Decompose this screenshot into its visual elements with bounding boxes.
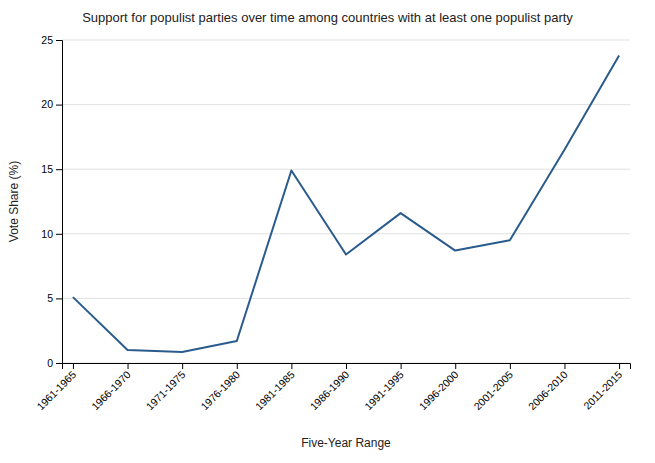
tick: 1981-1985	[253, 363, 297, 412]
tick: 0	[47, 357, 62, 369]
tick-label: 2006-2010	[526, 368, 570, 412]
marks	[73, 56, 619, 353]
tick: 1986-1990	[307, 363, 351, 412]
chart: Support for populist parties over time a…	[0, 0, 655, 463]
tick: 1976-1980	[198, 363, 242, 412]
tick-label: 20	[41, 98, 53, 110]
tick-mark	[510, 363, 511, 369]
tick-label: 1966-1970	[89, 368, 133, 412]
tick: 20	[41, 98, 62, 110]
tick-label: 0	[47, 357, 53, 369]
tick-mark	[182, 363, 183, 369]
grid-line	[62, 298, 630, 299]
tick-mark	[56, 363, 62, 364]
tick: 10	[41, 228, 62, 240]
grid-line	[62, 104, 630, 105]
plot: 1961-19651966-19701971-19751976-19801981…	[7, 34, 631, 450]
tick: 25	[41, 34, 62, 46]
tick-mark	[619, 363, 620, 369]
tick-mark	[56, 105, 62, 106]
tick: 15	[41, 163, 62, 175]
tick-label: 2001-2005	[471, 368, 515, 412]
grid	[62, 40, 630, 363]
tick-label: 2011-2015	[581, 368, 625, 412]
title: Support for populist parties over time a…	[82, 10, 573, 25]
tick-label: 10	[41, 228, 53, 240]
tick: 1991-1995	[362, 363, 406, 412]
tick: 5	[47, 292, 62, 304]
line	[73, 56, 619, 353]
x-axis: 1961-19651966-19701971-19751976-19801981…	[34, 363, 630, 412]
tick-label: 1961-1965	[34, 368, 78, 412]
grid-line	[62, 169, 630, 170]
tick-label: 1991-1995	[362, 368, 406, 412]
x-axis-title: Five-Year Range	[301, 436, 391, 450]
tick-label: 1981-1985	[253, 368, 297, 412]
tick-label: 5	[47, 292, 53, 304]
tick-mark	[564, 363, 565, 369]
tick-mark	[73, 363, 74, 369]
tick-mark	[128, 363, 129, 369]
tick: 2011-2015	[581, 363, 625, 412]
tick-mark	[56, 40, 62, 41]
tick-mark	[56, 298, 62, 299]
tick-mark	[455, 363, 456, 369]
tick-label: 1976-1980	[198, 368, 242, 412]
axis-line	[56, 41, 63, 364]
tick: 2001-2005	[471, 363, 515, 412]
tick-mark	[56, 169, 62, 170]
tick-mark	[291, 363, 292, 369]
tick-mark	[56, 234, 62, 235]
grid-line	[62, 40, 630, 41]
tick-mark	[346, 363, 347, 369]
tick-mark	[401, 363, 402, 369]
tick: 1961-1965	[34, 363, 78, 412]
tick-label: 25	[41, 34, 53, 46]
axis-line	[63, 364, 631, 370]
tick-label: 1986-1990	[307, 368, 351, 412]
tick-label: 1971-1975	[143, 368, 187, 412]
tick: 2006-2010	[526, 363, 570, 412]
tick-label: 1996-2000	[417, 368, 461, 412]
tick: 1971-1975	[143, 363, 187, 412]
tick-mark	[237, 363, 238, 369]
y-axis-title: Vote Share (%)	[7, 161, 21, 242]
tick: 1966-1970	[89, 363, 133, 412]
tick: 1996-2000	[417, 363, 461, 412]
grid-line	[62, 233, 630, 234]
y-axis: 0 5 10 15 20 25	[41, 34, 62, 369]
tick-label: 15	[41, 163, 53, 175]
